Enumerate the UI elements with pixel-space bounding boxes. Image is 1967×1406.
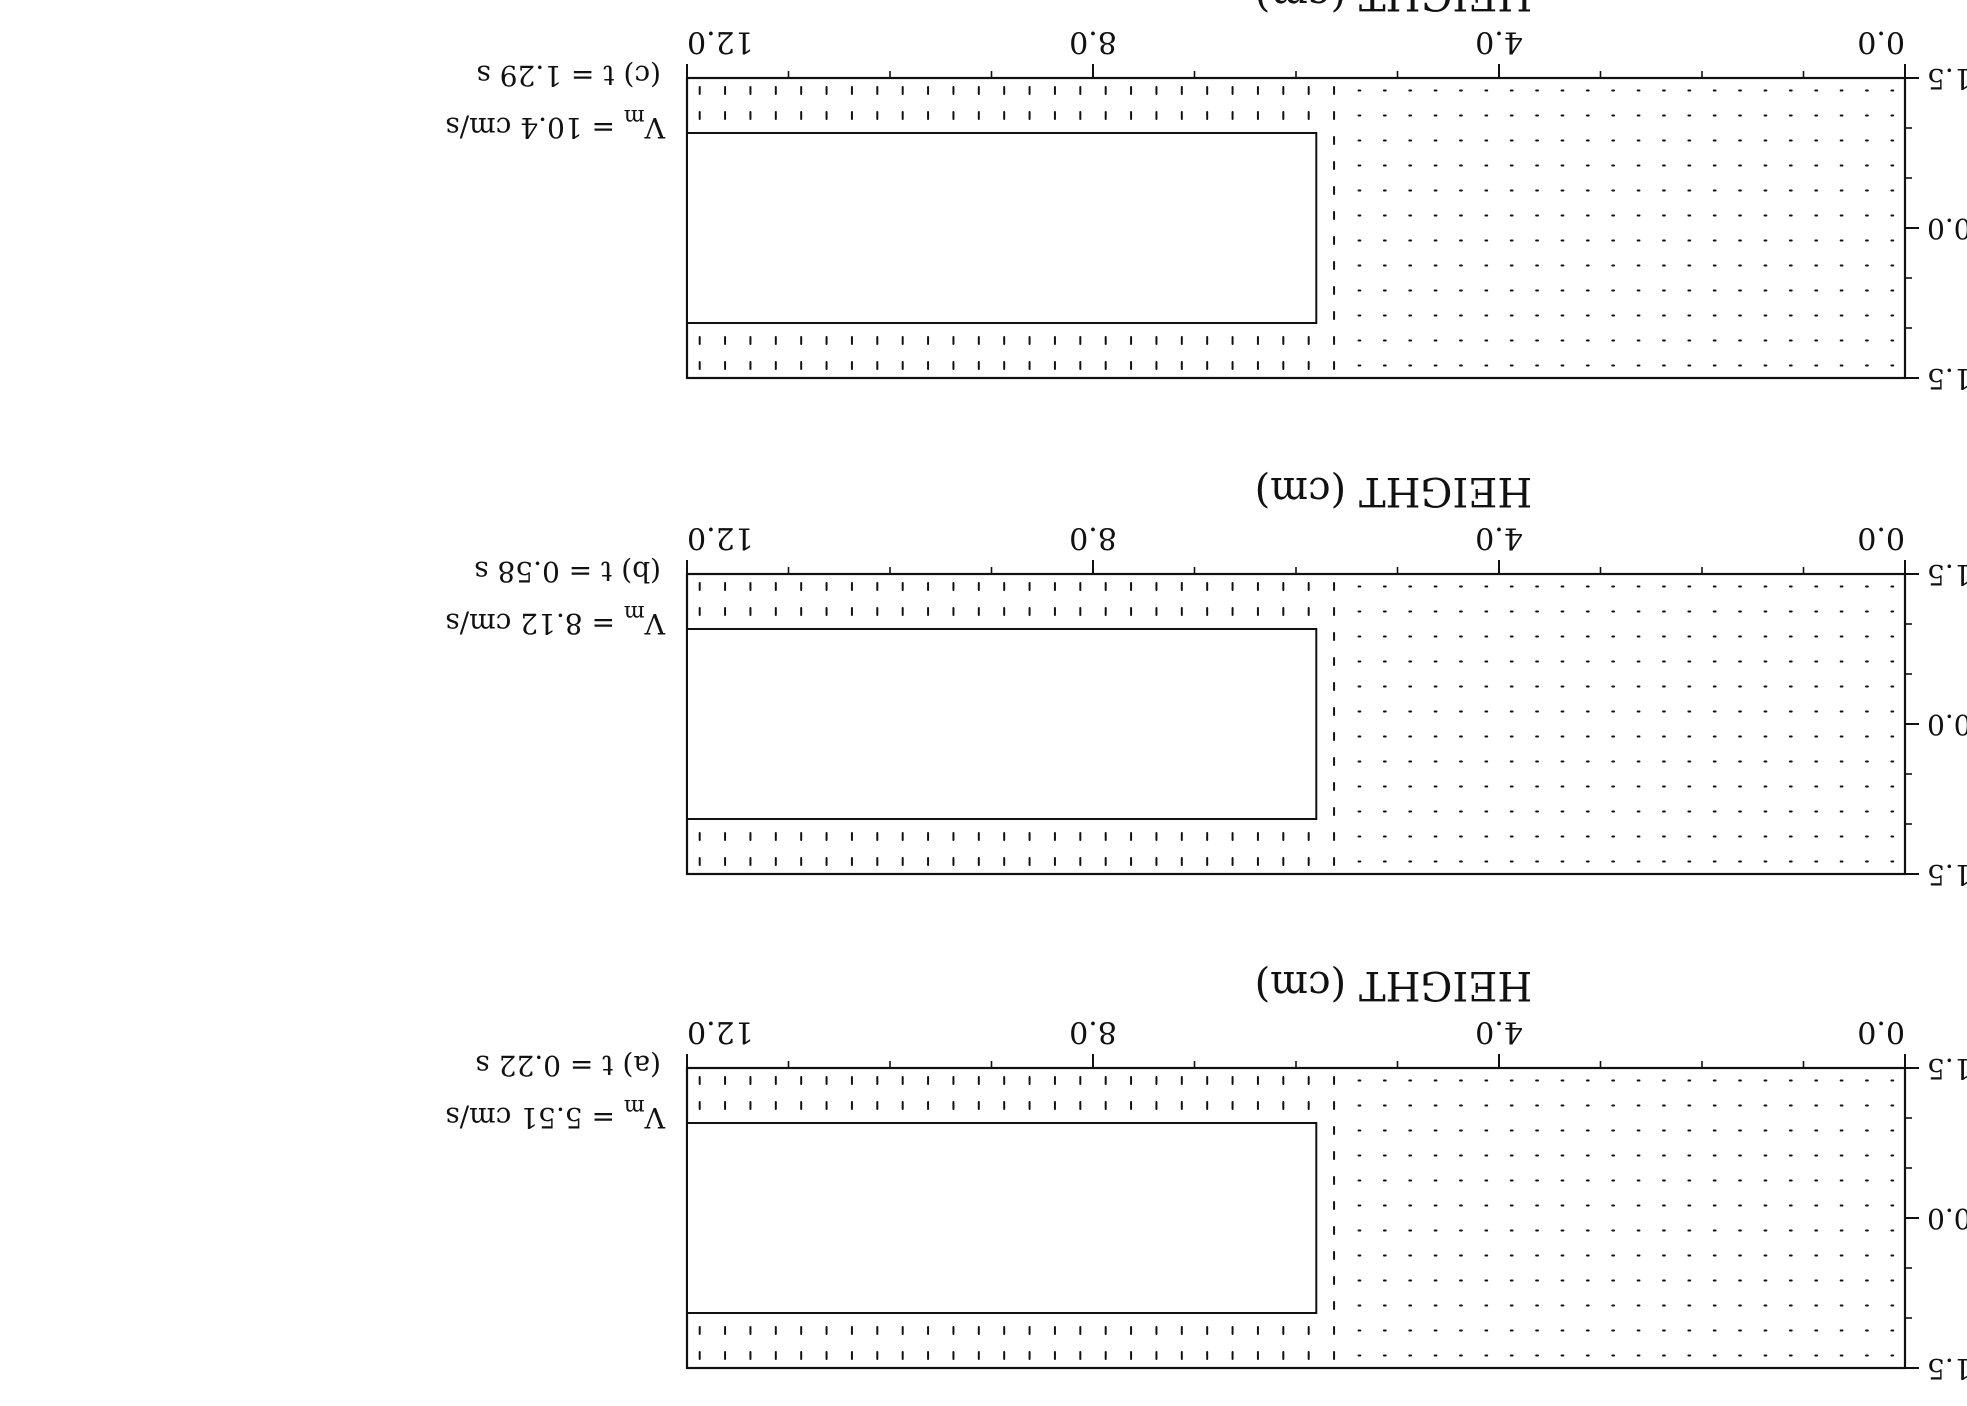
time-label: (c) t = 1.29 s (476, 59, 661, 92)
vmax-label: Vm = 10.4 cm/s (445, 104, 666, 144)
x-tick-label: 8.0 (1069, 24, 1117, 59)
obstacle-rect (686, 628, 1318, 820)
x-tick-label: 12.0 (687, 24, 754, 59)
time-label: (b) t = 0.58 s (474, 555, 661, 588)
x-tick-label: 0.0 (1857, 24, 1905, 59)
x-tick-label: 12.0 (687, 1014, 754, 1049)
velocity-field (698, 582, 1895, 866)
x-tick-label: 0.0 (1857, 1014, 1905, 1049)
x-tick-label: 0.0 (1857, 520, 1905, 555)
x-tick-label: 8.0 (1069, 1014, 1117, 1049)
y-tick-label: 0.0 (1927, 212, 1967, 245)
y-tick-label: −1.5 (1927, 1052, 1967, 1085)
y-tick-label: 1.5 (1927, 1352, 1967, 1385)
x-tick-label: 12.0 (687, 520, 754, 555)
velocity-field (698, 86, 1895, 370)
x-axis-label: HEIGHT (cm) (1255, 0, 1533, 18)
time-label: (a) t = 0.22 s (475, 1049, 661, 1082)
x-axis-label: HEIGHT (cm) (1255, 468, 1533, 514)
vmax-label: Vm = 5.51 cm/s (445, 1094, 666, 1134)
x-axis-label: HEIGHT (cm) (1255, 962, 1533, 1008)
obstacle-rect (686, 132, 1318, 324)
obstacle-rect (686, 1122, 1318, 1314)
x-tick-label: 4.0 (1475, 1014, 1523, 1049)
x-tick-label: 8.0 (1069, 520, 1117, 555)
y-tick-label: −1.5 (1927, 558, 1967, 591)
y-tick-label: −1.5 (1927, 62, 1967, 95)
y-tick-label: 0.0 (1927, 708, 1967, 741)
y-tick-label: 1.5 (1927, 858, 1967, 891)
velocity-field (698, 1076, 1895, 1360)
x-tick-label: 4.0 (1475, 520, 1523, 555)
x-tick-label: 4.0 (1475, 24, 1523, 59)
vmax-label: Vm = 8.12 cm/s (445, 600, 666, 640)
y-tick-label: 1.5 (1927, 362, 1967, 395)
y-tick-label: 0.0 (1927, 1202, 1967, 1235)
